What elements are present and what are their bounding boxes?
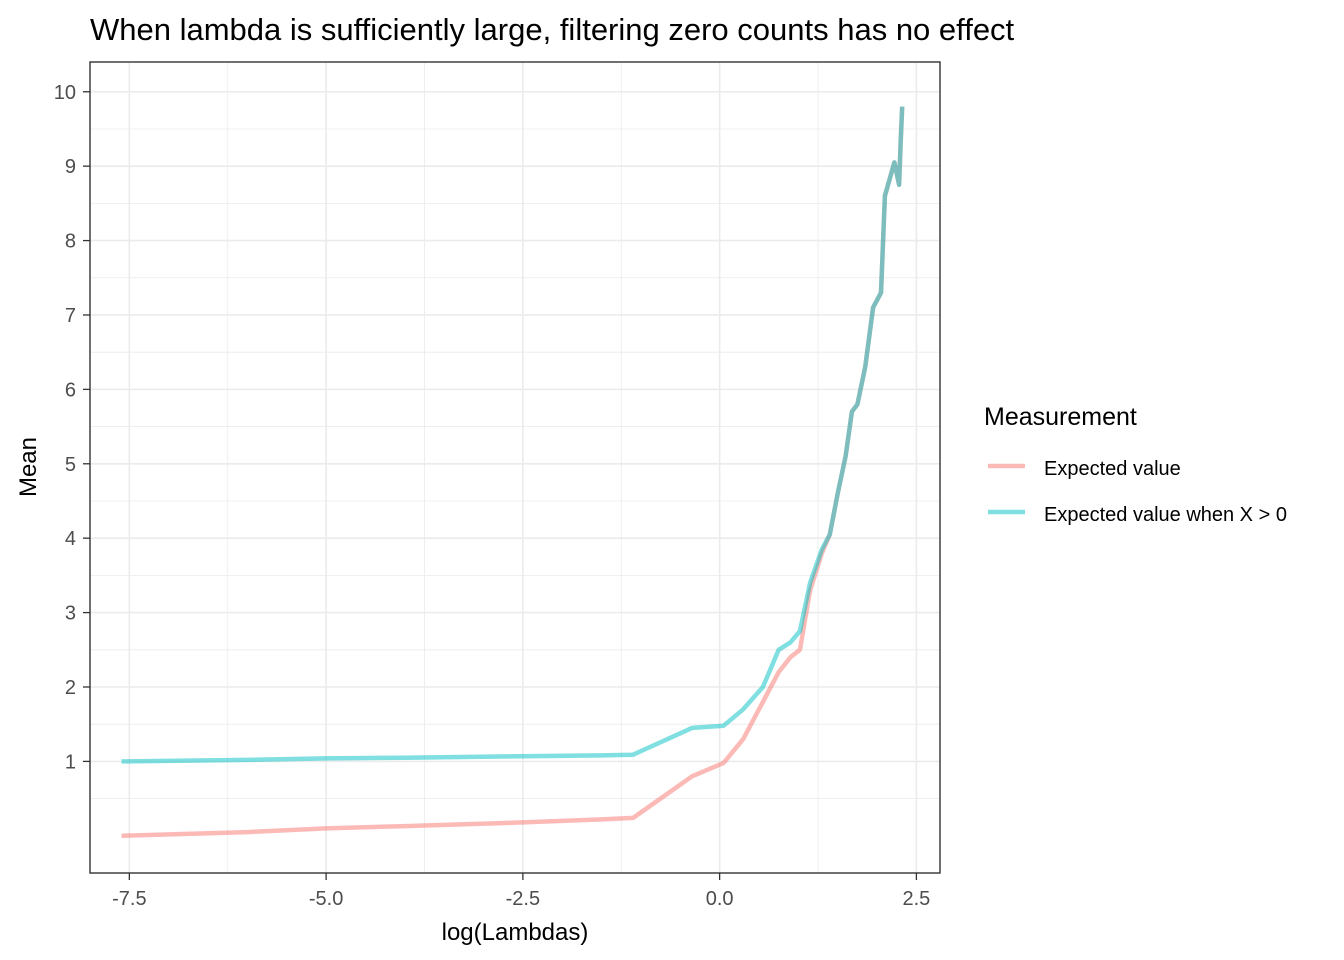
y-tick-label: 5 xyxy=(65,454,76,476)
major-gridlines xyxy=(90,62,940,873)
y-tick-label: 7 xyxy=(65,305,76,327)
y-tick-label: 6 xyxy=(65,379,76,401)
y-axis-title: Mean xyxy=(15,437,42,497)
legend: Measurement Expected value Expected valu… xyxy=(984,403,1287,526)
x-axis-ticks: -7.5 -5.0 -2.5 0.0 2.5 xyxy=(112,873,930,910)
y-tick-label: 10 xyxy=(54,82,76,104)
plot-background xyxy=(90,62,940,873)
y-tick-label: 3 xyxy=(65,603,76,625)
x-tick-label: 0.0 xyxy=(706,888,734,910)
y-tick-label: 1 xyxy=(65,751,76,773)
plot-border xyxy=(89,61,941,874)
y-tick-label: 4 xyxy=(65,528,76,550)
x-tick-label: -5.0 xyxy=(309,888,343,910)
chart-title: When lambda is sufficiently large, filte… xyxy=(90,12,1015,47)
y-tick-label: 2 xyxy=(65,677,76,699)
y-tick-label: 9 xyxy=(65,156,76,178)
x-tick-label: -7.5 xyxy=(112,888,146,910)
x-axis-title: log(Lambdas) xyxy=(442,919,589,946)
y-tick-label: 8 xyxy=(65,231,76,253)
legend-label-expected-value: Expected value xyxy=(1044,458,1181,480)
series-line-1 xyxy=(121,106,905,764)
x-tick-label: -2.5 xyxy=(506,888,540,910)
minor-gridlines xyxy=(90,62,940,873)
series-layer xyxy=(121,106,905,839)
y-axis-ticks: 1 2 3 4 5 6 7 8 9 10 xyxy=(54,82,90,773)
x-tick-label: 2.5 xyxy=(902,888,930,910)
legend-title: Measurement xyxy=(984,403,1137,431)
legend-label-expected-value-when-x-positive: Expected value when X > 0 xyxy=(1044,504,1287,526)
